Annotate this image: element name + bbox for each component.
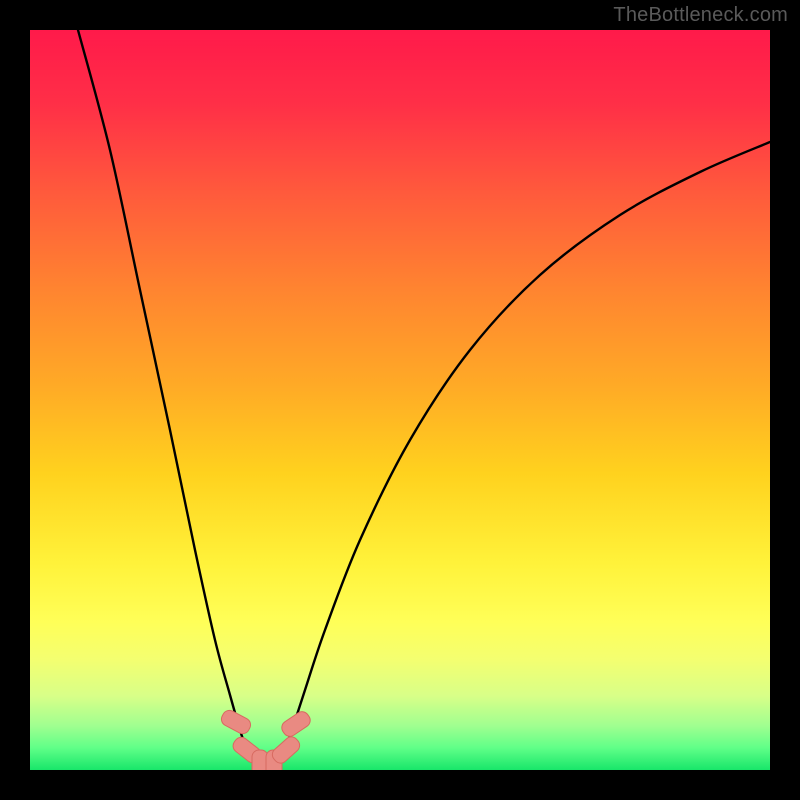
plot-area <box>30 30 770 770</box>
chart-container: TheBottleneck.com <box>0 0 800 800</box>
bottleneck-curve <box>30 30 770 770</box>
watermark-text: TheBottleneck.com <box>613 4 788 27</box>
